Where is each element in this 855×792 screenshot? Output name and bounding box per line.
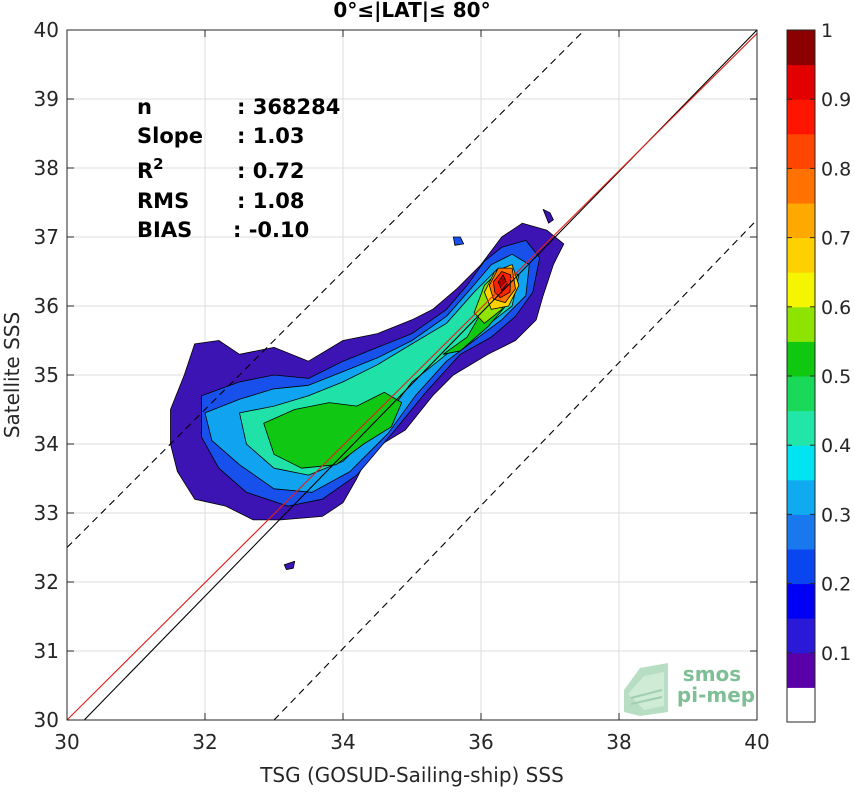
colorbar-bin xyxy=(787,64,815,100)
stat-label: BIAS xyxy=(137,218,192,242)
colorbar-tick-label: 0.7 xyxy=(821,228,851,250)
colorbar-bin xyxy=(787,306,815,342)
contour-level-0.2 xyxy=(453,236,465,246)
colorbar: 0.1 0.2 0.3 0.4 0.5 0.6 0.7 0.8 0.9 1 xyxy=(786,20,851,723)
stat-label-superscript: 2 xyxy=(153,155,163,173)
axis-ticks: 30 32 34 36 38 40 30 31 32 33 34 35 36 37 38 39 40 xyxy=(34,18,770,754)
y-tick-label: 35 xyxy=(34,363,59,387)
chart-title: 0°≤|LAT|≤ 80° xyxy=(333,0,490,22)
colorbar-tick-label: 0.2 xyxy=(821,574,851,596)
colorbar-tick-label: 0.1 xyxy=(821,643,851,665)
colorbar-bin xyxy=(787,133,815,169)
stat-value: : -0.10 xyxy=(233,218,309,242)
colorbar-bin xyxy=(787,30,815,66)
y-tick-label: 39 xyxy=(34,87,59,111)
stat-label: RMS xyxy=(137,189,189,213)
x-tick-label: 34 xyxy=(330,730,355,754)
colorbar-bin xyxy=(787,410,815,446)
contour-level-0.05 xyxy=(542,209,554,224)
reference-lines xyxy=(67,30,757,720)
colorbar-tick-label: 1 xyxy=(821,20,833,42)
colorbar-bin xyxy=(787,237,815,273)
colorbar-bin xyxy=(787,687,815,723)
x-tick-label: 32 xyxy=(192,730,217,754)
colorbar-bin xyxy=(787,514,815,550)
x-tick-label: 36 xyxy=(468,730,493,754)
colorbar-tick-label: 0.6 xyxy=(821,297,851,319)
stat-value: : 1.03 xyxy=(237,124,305,148)
colorbar-bin xyxy=(787,272,815,308)
contour-level-0.5 xyxy=(263,391,403,469)
colorbar-bin xyxy=(787,203,815,239)
colorbar-bin xyxy=(787,168,815,204)
regression-line xyxy=(67,33,757,720)
smos-logo-icon xyxy=(624,663,668,716)
x-tick-label: 40 xyxy=(744,730,769,754)
stat-label: n xyxy=(137,95,152,119)
colorbar-tick-label: 0.8 xyxy=(821,158,851,180)
stat-value: : 368284 xyxy=(237,95,340,119)
y-tick-label: 31 xyxy=(34,639,59,663)
y-tick-label: 34 xyxy=(34,432,59,456)
x-axis-label: TSG (GOSUD-Sailing-ship) SSS xyxy=(259,763,564,787)
colorbar-tick-label: 0.3 xyxy=(821,504,851,526)
colorbar-tick-label: 0.4 xyxy=(821,435,851,457)
colorbar-bin xyxy=(787,99,815,135)
stat-value: : 0.72 xyxy=(237,159,305,183)
y-tick-label: 38 xyxy=(34,156,59,180)
stat-value: : 1.08 xyxy=(237,189,305,213)
contour-level-1 xyxy=(497,274,508,292)
y-tick-label: 33 xyxy=(34,501,59,525)
lower-bound-line xyxy=(273,219,757,720)
pimep-logo-text: pi-mep xyxy=(677,683,755,707)
y-tick-label: 32 xyxy=(34,570,59,594)
x-tick-label: 30 xyxy=(54,730,79,754)
colorbar-bin xyxy=(787,445,815,481)
colorbar-bin xyxy=(787,652,815,688)
colorbar-bin xyxy=(787,341,815,377)
colorbar-bin xyxy=(787,583,815,619)
y-tick-label: 36 xyxy=(34,294,59,318)
y-tick-label: 30 xyxy=(34,708,59,732)
smos-pimep-logo: smos pi-mep xyxy=(624,662,755,716)
colorbar-bin xyxy=(787,549,815,585)
y-axis-label: Satellite SSS xyxy=(0,312,24,438)
stat-label: Slope xyxy=(137,124,203,148)
smos-logo-text: smos xyxy=(683,662,741,686)
contour-level-0.05 xyxy=(283,560,296,570)
colorbar-bin xyxy=(787,618,815,654)
colorbar-tick-label: 0.9 xyxy=(821,89,851,111)
colorbar-bin xyxy=(787,479,815,515)
x-tick-label: 38 xyxy=(606,730,631,754)
upper-bound-line xyxy=(67,30,585,548)
colorbar-bin xyxy=(787,376,815,412)
y-tick-label: 40 xyxy=(34,18,59,42)
y-tick-label: 37 xyxy=(34,225,59,249)
density-contours xyxy=(170,209,565,570)
colorbar-tick-label: 0.5 xyxy=(821,366,851,388)
